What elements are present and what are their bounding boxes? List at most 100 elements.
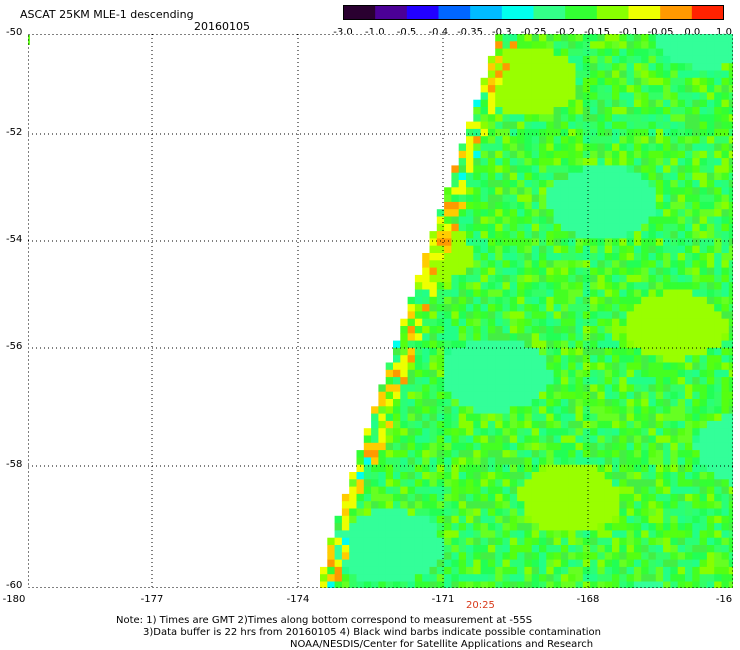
data-cell — [444, 501, 452, 509]
data-cell — [400, 581, 408, 588]
data-cell — [692, 165, 700, 174]
data-cell — [706, 143, 715, 152]
data-cell — [619, 194, 627, 203]
data-cell — [539, 114, 547, 122]
data-cell — [677, 107, 686, 115]
data-cell — [699, 231, 708, 239]
data-cell — [568, 399, 576, 407]
data-cell — [524, 245, 533, 254]
data-cell — [327, 552, 335, 560]
data-cell — [575, 530, 584, 539]
data-cell — [539, 559, 547, 568]
data-cell — [553, 581, 562, 588]
data-cell — [626, 114, 635, 122]
data-cell — [706, 545, 715, 553]
data-cell — [429, 231, 438, 239]
data-cell — [539, 136, 547, 144]
data-cell — [721, 274, 730, 283]
data-cell — [604, 216, 613, 225]
data-cell — [407, 545, 416, 553]
data-cell — [670, 136, 679, 144]
data-cell — [728, 158, 733, 166]
data-cell — [670, 318, 679, 327]
data-cell — [568, 289, 576, 298]
data-cell — [524, 128, 533, 137]
data-cell — [429, 486, 438, 495]
data-cell — [597, 216, 606, 225]
data-cell — [480, 201, 489, 210]
data-cell — [633, 369, 642, 378]
data-cell — [663, 209, 671, 217]
data-cell — [451, 333, 460, 341]
data-cell — [473, 99, 481, 108]
credit-line: NOAA/NESDIS/Center for Satellite Applica… — [290, 639, 594, 650]
data-cell — [619, 391, 627, 400]
data-cell — [670, 150, 679, 159]
data-cell — [539, 450, 547, 458]
data-cell — [487, 493, 496, 502]
data-cell — [699, 369, 708, 378]
data-cell — [582, 253, 591, 261]
data-cell — [466, 493, 474, 502]
data-cell — [502, 537, 511, 546]
data-cell — [582, 92, 591, 101]
data-cell — [451, 201, 460, 210]
data-cell — [590, 508, 598, 517]
data-cell — [685, 150, 693, 159]
data-cell — [633, 413, 642, 422]
data-cell — [473, 296, 481, 305]
data-cell — [590, 486, 598, 495]
data-cell — [385, 413, 394, 422]
data-cell — [546, 369, 554, 378]
data-cell — [517, 545, 525, 553]
data-cell — [466, 428, 474, 436]
data-cell — [502, 493, 511, 502]
data-cell — [400, 369, 408, 378]
data-cell — [509, 136, 518, 144]
data-cell — [531, 435, 540, 444]
data-cell — [517, 406, 525, 414]
data-cell — [473, 574, 481, 582]
data-cell — [612, 55, 620, 64]
data-cell — [509, 128, 518, 137]
data-cell — [670, 552, 679, 560]
wind-swath-map — [28, 34, 733, 588]
data-cell — [677, 406, 686, 414]
data-cell — [560, 347, 569, 356]
data-cell — [663, 450, 671, 458]
colorbar-tick-label: -0.5 — [396, 27, 417, 38]
data-cell — [582, 55, 591, 64]
data-cell — [502, 296, 511, 305]
data-cell — [706, 128, 715, 137]
data-cell — [553, 347, 562, 356]
data-cell — [509, 493, 518, 502]
data-cell — [414, 545, 423, 553]
data-cell — [626, 530, 635, 539]
data-cell — [568, 55, 576, 64]
data-cell — [568, 333, 576, 341]
data-cell — [466, 223, 474, 232]
data-cell — [590, 304, 598, 312]
data-cell — [692, 128, 700, 137]
data-cell — [663, 77, 671, 86]
data-cell — [568, 391, 576, 400]
data-cell — [502, 362, 511, 371]
data-cell — [706, 377, 715, 385]
data-cell — [473, 472, 481, 480]
data-cell — [641, 77, 649, 86]
data-cell — [663, 187, 671, 195]
data-cell — [487, 289, 496, 298]
data-cell — [509, 428, 518, 436]
data-cell — [473, 362, 481, 371]
data-cell — [721, 238, 730, 247]
data-cell — [604, 77, 613, 86]
data-cell — [407, 479, 416, 487]
data-cell — [568, 355, 576, 363]
data-cell — [414, 472, 423, 480]
data-cell — [560, 216, 569, 225]
data-cell — [721, 435, 730, 444]
data-cell — [597, 63, 606, 71]
data-cell — [487, 420, 496, 429]
data-cell — [444, 399, 452, 407]
data-cell — [575, 282, 584, 290]
